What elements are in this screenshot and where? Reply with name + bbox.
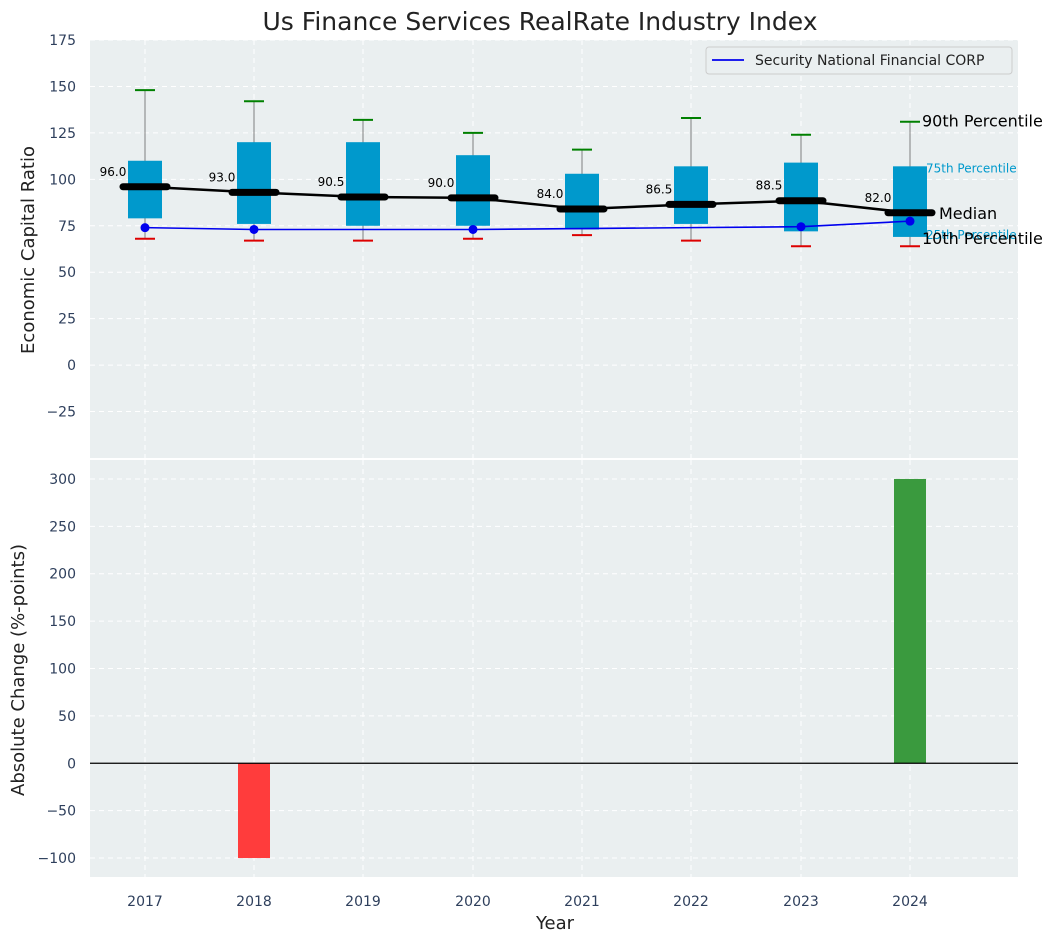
y-tick-label: 100: [49, 662, 76, 678]
y-tick-label: 150: [49, 79, 76, 95]
y-tick-label: −50: [46, 804, 76, 820]
median-value-label: 86.5: [646, 182, 673, 196]
y-tick-label: 175: [49, 33, 76, 49]
iqr-box: [565, 173, 599, 230]
y-tick-label: 150: [49, 614, 76, 630]
x-tick-label: 2021: [564, 894, 600, 910]
y-tick-label: −25: [46, 405, 76, 421]
plot-area-top: [90, 40, 1018, 458]
y-tick-label: −100: [38, 851, 76, 867]
median-value-label: 84.0: [537, 187, 564, 201]
median-value-label: 90.5: [318, 175, 345, 189]
y-tick-label: 0: [67, 358, 76, 374]
iqr-box: [456, 155, 490, 226]
annotation-p90: 90th Percentile: [922, 112, 1043, 131]
change-panel: −100 −50 0 50 100 150 200 250 300 2017 2018 2019 202…: [38, 460, 1018, 910]
iqr-box: [346, 142, 380, 226]
company-point: [468, 224, 478, 234]
annotation-p75: 75th Percentile: [926, 161, 1017, 175]
annotation-median: Median: [939, 204, 997, 223]
y-axis-label-bottom: Absolute Change (%-points): [8, 544, 29, 796]
y-tick-label: 25: [58, 312, 76, 328]
median-value-label: 90.0: [428, 176, 455, 190]
legend-box: [705, 46, 1013, 75]
x-tick-label: 2022: [673, 894, 709, 910]
y-tick-label: 100: [49, 172, 76, 188]
company-line: [144, 220, 911, 231]
x-tick-label: 2024: [892, 894, 928, 910]
x-axis-label: Year: [535, 913, 575, 934]
annotation-p25: 25th Percentile: [926, 228, 1017, 242]
y-tick-label: 50: [58, 265, 76, 281]
x-tick-label: 2017: [127, 894, 163, 910]
x-tick-label: 2020: [455, 894, 491, 910]
y-tick-label: 200: [49, 567, 76, 583]
change-bar: [894, 478, 926, 764]
change-bar: [238, 763, 270, 859]
median-value-label: 82.0: [865, 191, 892, 205]
iqr-box: [893, 166, 927, 237]
iqr-box: [237, 142, 271, 224]
y-tick-label: 0: [67, 756, 76, 772]
legend-label: Security National Financial CORP: [755, 53, 984, 69]
median-value-label: 96.0: [100, 165, 127, 179]
company-point: [796, 222, 806, 232]
annotation-p10: 10th Percentile: [922, 229, 1043, 248]
chart-title: Us Finance Services RealRate Industry In…: [263, 7, 818, 36]
legend: Security National Financial CORP: [705, 46, 1013, 75]
y-tick-label: 300: [49, 472, 76, 488]
x-tick-label: 2018: [236, 894, 272, 910]
company-point: [140, 223, 150, 233]
y-tick-label: 125: [49, 126, 76, 142]
y-axis-label-top: Economic Capital Ratio: [18, 146, 39, 354]
y-tick-label: 50: [58, 709, 76, 725]
iqr-box: [784, 162, 818, 232]
box-panel: −25 0 25 50 75 100 125 150 175 96.0 93.0 90.5 90.0 84…: [46, 33, 1043, 458]
median-value-label: 93.0: [209, 170, 236, 184]
y-tick-label: 75: [58, 219, 76, 235]
company-point: [905, 216, 915, 226]
y-tick-label: 250: [49, 519, 76, 535]
x-tick-label: 2023: [783, 894, 819, 910]
median-value-label: 88.5: [756, 179, 783, 193]
company-point: [249, 224, 259, 234]
x-tick-label: 2019: [345, 894, 381, 910]
iqr-box: [674, 166, 708, 224]
